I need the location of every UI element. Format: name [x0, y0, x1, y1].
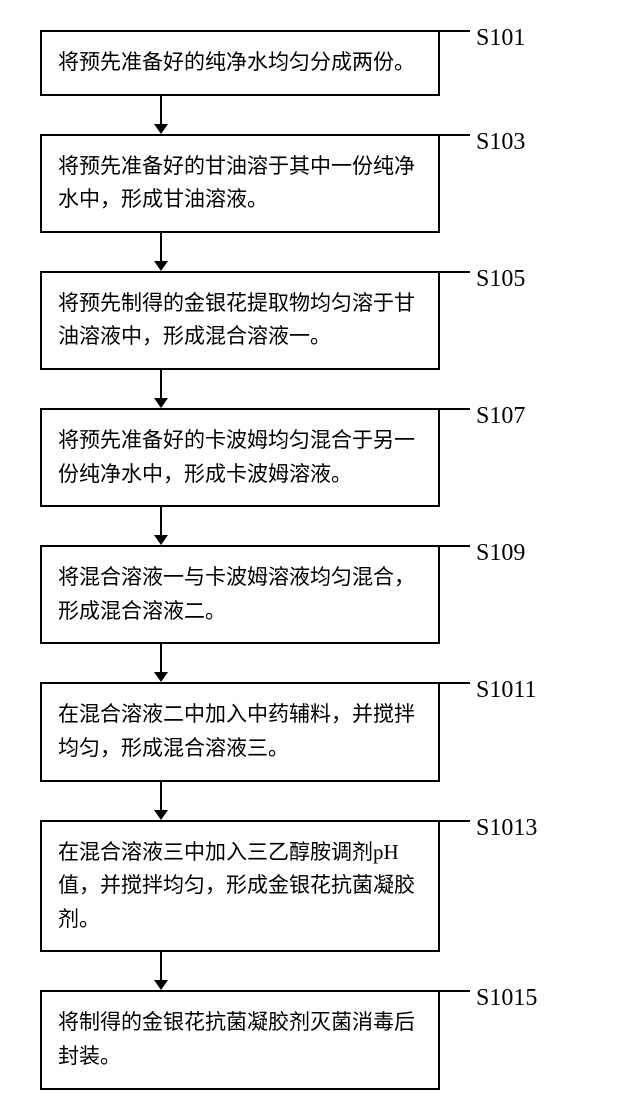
label-connector — [440, 271, 470, 273]
label-connector — [440, 134, 470, 136]
label-wrap: S1015 — [440, 990, 537, 1014]
arrow-line — [160, 233, 162, 263]
step-text: 将预先准备好的卡波姆均匀混合于另一份纯净水中，形成卡波姆溶液。 — [58, 428, 415, 486]
arrow-line — [160, 370, 162, 400]
label-wrap: S103 — [440, 134, 525, 158]
step-label: S1011 — [476, 678, 536, 702]
step-text: 将预先准备好的甘油溶于其中一份纯净水中，形成甘油溶液。 — [58, 154, 415, 212]
arrow — [40, 782, 440, 820]
arrow-head-icon — [154, 398, 168, 408]
arrow — [40, 370, 440, 408]
arrow-line — [160, 782, 162, 812]
flowchart: 将预先准备好的纯净水均匀分成两份。 S101 将预先准备好的甘油溶于其中一份纯净… — [40, 30, 580, 1090]
arrow-line — [160, 507, 162, 537]
arrow-head-icon — [154, 810, 168, 820]
arrow — [40, 233, 440, 271]
label-connector — [440, 820, 470, 822]
label-wrap: S1013 — [440, 820, 537, 844]
arrow-line — [160, 952, 162, 982]
label-wrap: S101 — [440, 30, 525, 54]
arrow — [40, 644, 440, 682]
label-connector — [440, 545, 470, 547]
step-box: 将预先准备好的卡波姆均匀混合于另一份纯净水中，形成卡波姆溶液。 — [40, 408, 440, 507]
arrow-line — [160, 96, 162, 126]
arrow-head-icon — [154, 535, 168, 545]
step-row: 将预先制得的金银花提取物均匀溶于甘油溶液中，形成混合溶液一。 S105 — [40, 271, 580, 370]
step-row: 将预先准备好的甘油溶于其中一份纯净水中，形成甘油溶液。 S103 — [40, 134, 580, 233]
step-text: 将制得的金银花抗菌凝胶剂灭菌消毒后封装。 — [58, 1010, 415, 1068]
arrow — [40, 96, 440, 134]
arrow — [40, 952, 440, 990]
step-label: S105 — [476, 267, 525, 291]
step-label: S1013 — [476, 816, 537, 840]
step-row: 在混合溶液二中加入中药辅料，并搅拌均匀，形成混合溶液三。 S1011 — [40, 682, 580, 781]
step-box: 将预先准备好的纯净水均匀分成两份。 — [40, 30, 440, 96]
step-label: S107 — [476, 404, 525, 428]
step-box: 将预先制得的金银花提取物均匀溶于甘油溶液中，形成混合溶液一。 — [40, 271, 440, 370]
label-wrap: S109 — [440, 545, 525, 569]
step-text: 将预先制得的金银花提取物均匀溶于甘油溶液中，形成混合溶液一。 — [58, 291, 415, 349]
step-row: 将混合溶液一与卡波姆溶液均匀混合，形成混合溶液二。 S109 — [40, 545, 580, 644]
step-label: S101 — [476, 26, 525, 50]
step-box: 将预先准备好的甘油溶于其中一份纯净水中，形成甘油溶液。 — [40, 134, 440, 233]
label-connector — [440, 682, 470, 684]
step-label: S1015 — [476, 986, 537, 1010]
step-text: 在混合溶液三中加入三乙醇胺调剂pH值，并搅拌均匀，形成金银花抗菌凝胶剂。 — [58, 840, 415, 931]
step-text: 将预先准备好的纯净水均匀分成两份。 — [58, 50, 415, 74]
arrow-head-icon — [154, 261, 168, 271]
step-text: 将混合溶液一与卡波姆溶液均匀混合，形成混合溶液二。 — [58, 565, 415, 623]
step-label: S109 — [476, 541, 525, 565]
arrow-head-icon — [154, 980, 168, 990]
step-box: 将制得的金银花抗菌凝胶剂灭菌消毒后封装。 — [40, 990, 440, 1089]
step-text: 在混合溶液二中加入中药辅料，并搅拌均匀，形成混合溶液三。 — [58, 702, 415, 760]
step-row: 将预先准备好的卡波姆均匀混合于另一份纯净水中，形成卡波姆溶液。 S107 — [40, 408, 580, 507]
label-connector — [440, 408, 470, 410]
arrow-head-icon — [154, 672, 168, 682]
step-label: S103 — [476, 130, 525, 154]
label-wrap: S1011 — [440, 682, 536, 706]
step-row: 在混合溶液三中加入三乙醇胺调剂pH值，并搅拌均匀，形成金银花抗菌凝胶剂。 S10… — [40, 820, 580, 953]
arrow-head-icon — [154, 124, 168, 134]
step-row: 将制得的金银花抗菌凝胶剂灭菌消毒后封装。 S1015 — [40, 990, 580, 1089]
label-wrap: S107 — [440, 408, 525, 432]
step-box: 在混合溶液二中加入中药辅料，并搅拌均匀，形成混合溶液三。 — [40, 682, 440, 781]
step-row: 将预先准备好的纯净水均匀分成两份。 S101 — [40, 30, 580, 96]
label-wrap: S105 — [440, 271, 525, 295]
label-connector — [440, 30, 470, 32]
step-box: 将混合溶液一与卡波姆溶液均匀混合，形成混合溶液二。 — [40, 545, 440, 644]
arrow — [40, 507, 440, 545]
label-connector — [440, 990, 470, 992]
arrow-line — [160, 644, 162, 674]
step-box: 在混合溶液三中加入三乙醇胺调剂pH值，并搅拌均匀，形成金银花抗菌凝胶剂。 — [40, 820, 440, 953]
